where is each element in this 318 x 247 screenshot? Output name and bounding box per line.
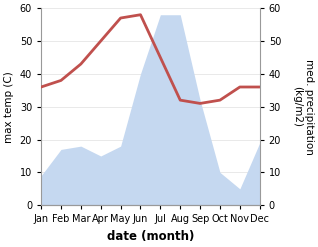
Y-axis label: max temp (C): max temp (C) bbox=[4, 71, 14, 143]
X-axis label: date (month): date (month) bbox=[107, 230, 194, 243]
Y-axis label: med. precipitation
(kg/m2): med. precipitation (kg/m2) bbox=[292, 59, 314, 155]
